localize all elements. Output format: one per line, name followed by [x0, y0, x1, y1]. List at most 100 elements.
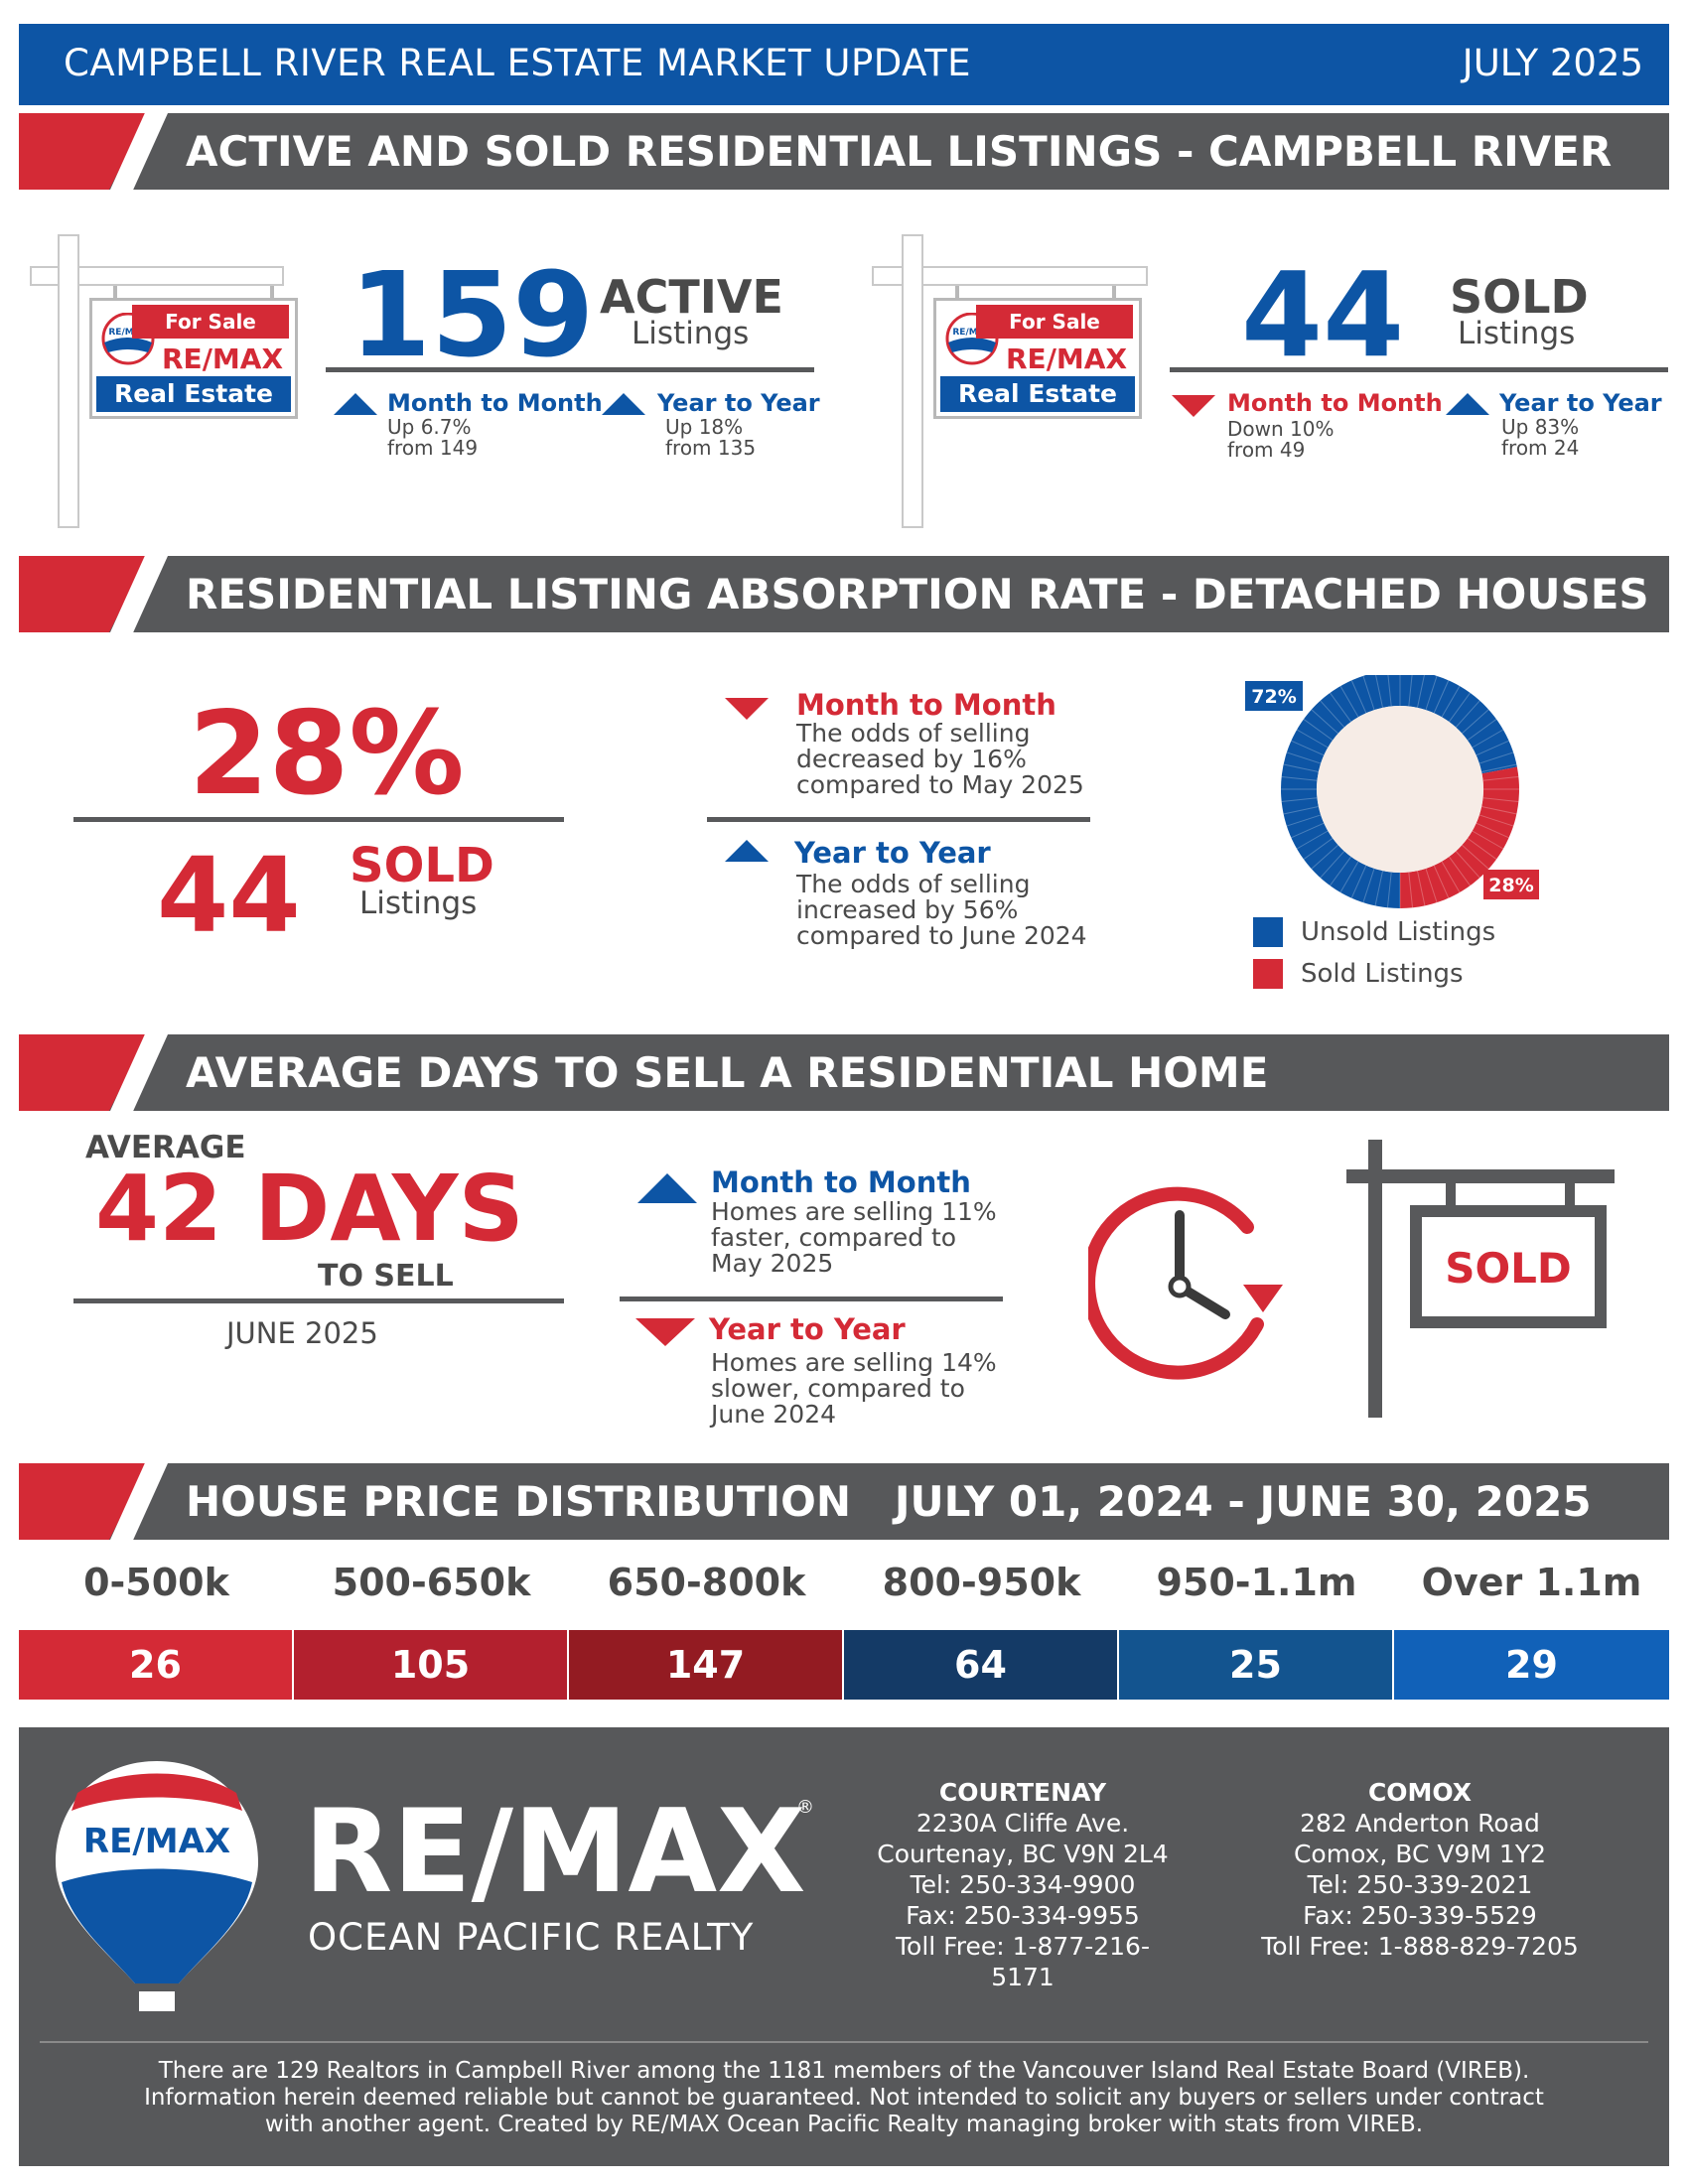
- disclaimer: There are 129 Realtors in Campbell River…: [40, 2058, 1648, 2138]
- sold-yty-title: Year to Year: [1499, 389, 1662, 417]
- report-title: CAMPBELL RIVER REAL ESTATE MARKET UPDATE: [64, 42, 972, 84]
- donut-tick: [1462, 709, 1489, 735]
- sold-yty-line1: Up 83%: [1501, 415, 1580, 439]
- absorption-mtm-title: Month to Month: [796, 688, 1056, 722]
- legend-swatch-unsold: [1253, 917, 1283, 947]
- donut-tick: [1286, 751, 1322, 764]
- divider: [707, 817, 1090, 822]
- balloon-logo-text: RE/MAX: [83, 1822, 230, 1861]
- donut-tick: [1291, 740, 1325, 756]
- donut-tick: [1408, 872, 1414, 908]
- down-arrow-icon: [1172, 395, 1215, 417]
- sold-count: 44: [1241, 246, 1405, 383]
- donut-tick: [1339, 861, 1359, 893]
- donut-tick: [1311, 709, 1338, 735]
- days-yty-line3: June 2024: [711, 1400, 837, 1429]
- days-mtm-line2: faster, compared to: [711, 1223, 957, 1252]
- donut-tick: [1387, 675, 1392, 707]
- donut-tick: [1291, 822, 1325, 839]
- price-range-count: 25: [1119, 1630, 1392, 1700]
- section-header-absorption: RESIDENTIAL LISTING ABSORPTION RATE - DE…: [19, 556, 1669, 632]
- disclaimer-line: Information herein deemed reliable but c…: [144, 2085, 1544, 2111]
- office-tel: Tel: 250-339-2021: [1307, 1870, 1533, 1899]
- sold-sign-text: SOLD: [1445, 1244, 1572, 1293]
- donut-tick: [1482, 797, 1519, 803]
- donut-tick: [1330, 856, 1352, 887]
- absorption-donut-chart: 72% 28%: [1245, 675, 1539, 908]
- brand-wordmark: RE/MAX: [304, 1785, 806, 1919]
- active-mtm-title: Month to Month: [387, 389, 603, 417]
- office-tollfree: Toll Free: 1-877-216-5171: [896, 1932, 1150, 1991]
- footer: [19, 1727, 1669, 2166]
- donut-center: [1317, 706, 1483, 873]
- donut-tick: [1296, 729, 1329, 749]
- absorption-yty-line2: increased by 56%: [796, 895, 1019, 924]
- up-arrow-icon: [334, 393, 377, 415]
- absorption-mtm-line2: decreased by 16%: [796, 745, 1027, 773]
- sold-label-bottom: Listings: [1458, 316, 1576, 351]
- sold-yty-line2: from 24: [1501, 436, 1580, 460]
- donut-tick: [1362, 675, 1375, 711]
- absorption-sold-count: 44: [157, 835, 301, 956]
- sign-post: [58, 234, 79, 528]
- donut-tick: [1462, 844, 1489, 870]
- up-arrow-icon: [1446, 393, 1489, 415]
- absorption-sold-label: SOLD: [350, 838, 494, 893]
- price-range-label: Over 1.1m: [1421, 1561, 1642, 1604]
- donut-tick: [1408, 675, 1413, 707]
- absorption-listings-label: Listings: [359, 886, 478, 921]
- active-label-top: ACTIVE: [600, 270, 783, 324]
- up-arrow-icon: [637, 1173, 697, 1203]
- price-range-label: 950-1.1m: [1156, 1561, 1357, 1604]
- active-yty-title: Year to Year: [657, 389, 820, 417]
- donut-tick: [1303, 719, 1334, 742]
- sold-mtm-line1: Down 10%: [1227, 417, 1335, 441]
- price-range-count: 29: [1394, 1630, 1669, 1700]
- donut-tick: [1478, 751, 1514, 764]
- office-tollfree: Toll Free: 1-888-829-7205: [1261, 1932, 1579, 1961]
- donut-tick: [1467, 837, 1497, 860]
- up-arrow-icon: [602, 393, 645, 415]
- divider: [73, 1298, 564, 1303]
- donut-tick: [1433, 680, 1450, 714]
- active-yty-line2: from 135: [665, 436, 757, 460]
- donut-tick: [1482, 775, 1519, 781]
- section-title: HOUSE PRICE DISTRIBUTION JULY 01, 2024 -…: [186, 1477, 1592, 1526]
- office-address2: Courtenay, BC V9N 2L4: [877, 1840, 1169, 1868]
- donut-tick: [1286, 814, 1322, 827]
- donut-tick: [1330, 692, 1352, 723]
- label-unsold-pct: 72%: [1245, 681, 1303, 711]
- footer-divider: [40, 2041, 1648, 2043]
- donut-tick: [1281, 797, 1318, 803]
- real-estate-label: Real Estate: [96, 376, 291, 412]
- office-address2: Comox, BC V9M 1Y2: [1293, 1840, 1547, 1868]
- active-mtm-line2: from 149: [387, 436, 479, 460]
- for-sale-sign: RE/MAX For Sale RE/MAX Real Estate: [89, 298, 298, 419]
- office-tel: Tel: 250-334-9900: [910, 1870, 1136, 1899]
- for-sale-sign: RE/MAX For Sale RE/MAX Real Estate: [933, 298, 1142, 419]
- donut-tick: [1476, 822, 1509, 839]
- donut-tick: [1441, 685, 1461, 718]
- price-range-label: 800-950k: [882, 1561, 1081, 1604]
- sold-mtm-line2: from 49: [1227, 438, 1306, 462]
- to-sell-label: TO SELL: [318, 1259, 454, 1294]
- office-address1: 282 Anderton Road: [1300, 1809, 1540, 1838]
- donut-tick: [1467, 719, 1497, 742]
- divider: [1170, 367, 1668, 372]
- divider: [620, 1297, 1003, 1301]
- days-mtm-line1: Homes are selling 11%: [711, 1197, 997, 1226]
- active-count: 159: [350, 246, 595, 383]
- sold-label-top: SOLD: [1450, 270, 1589, 324]
- days-mtm-title: Month to Month: [711, 1165, 971, 1199]
- legend-swatch-sold: [1253, 959, 1283, 989]
- remax-balloon-logo: RE/MAX: [56, 1761, 258, 2011]
- disclaimer-line: There are 129 Realtors in Campbell River…: [158, 2058, 1530, 2084]
- brand-label: RE/MAX: [1006, 342, 1128, 375]
- section-title: RESIDENTIAL LISTING ABSORPTION RATE - DE…: [186, 570, 1649, 618]
- real-estate-label: Real Estate: [940, 376, 1135, 412]
- for-sale-label: For Sale: [132, 305, 289, 339]
- office-fax: Fax: 250-339-5529: [1303, 1901, 1537, 1930]
- label-sold-pct: 28%: [1483, 870, 1539, 899]
- donut-tick: [1350, 680, 1367, 714]
- unsold-pct-text: 72%: [1251, 686, 1296, 708]
